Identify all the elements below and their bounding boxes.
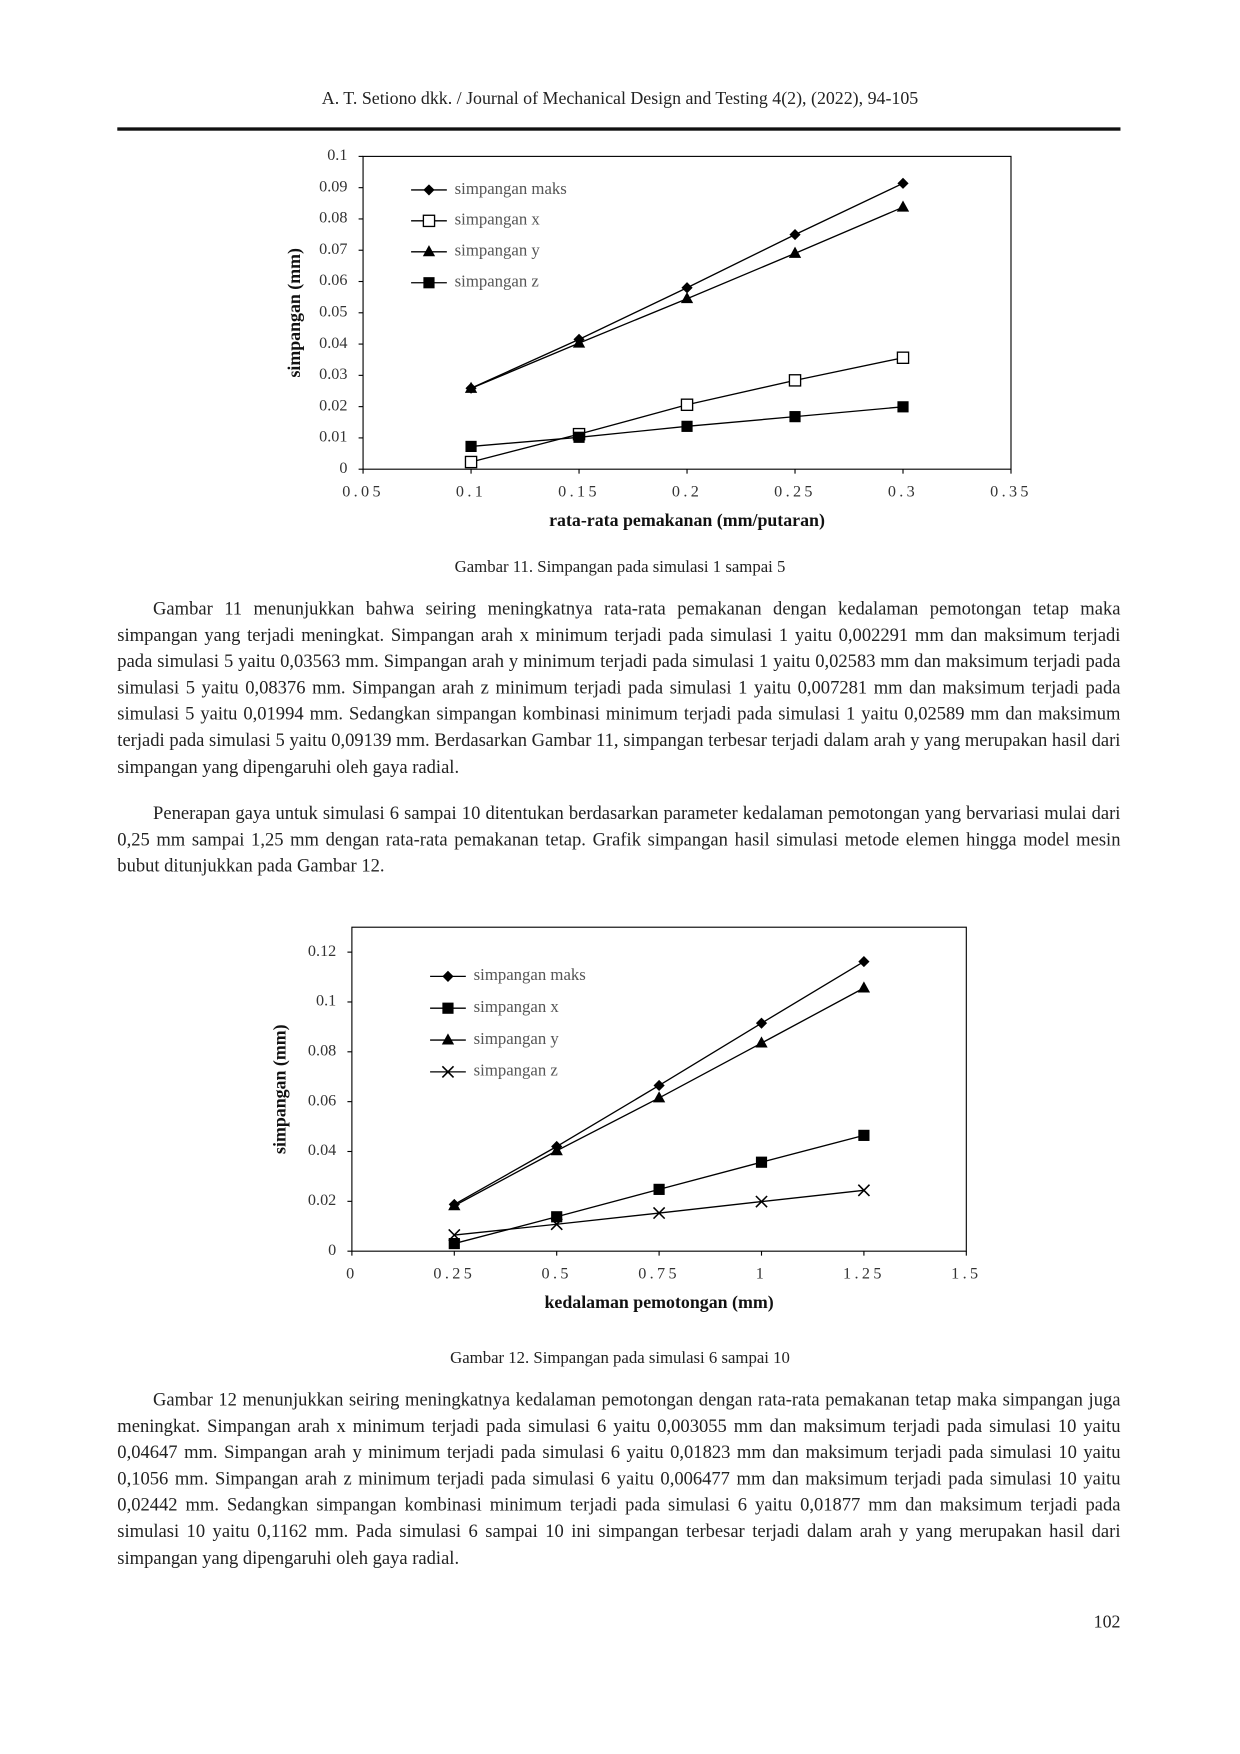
header-rule xyxy=(117,127,1121,131)
legend-label: simpangan z xyxy=(474,1061,558,1080)
marker xyxy=(755,1195,768,1208)
marker xyxy=(788,246,802,258)
legend-label: simpangan z xyxy=(455,272,539,291)
marker xyxy=(573,431,585,443)
x-axis-label: kedalaman pemotongan (mm) xyxy=(544,1292,773,1313)
y-tick-label: 0.01 xyxy=(319,428,347,446)
marker xyxy=(441,1065,455,1079)
marker xyxy=(755,1017,768,1029)
marker xyxy=(652,1206,666,1220)
marker xyxy=(789,411,801,423)
paragraph: Gambar 12 menunjukkan seiring meningkatn… xyxy=(117,1388,1121,1568)
marker xyxy=(681,282,693,294)
x-tick-label: 1.25 xyxy=(843,1264,885,1282)
x-tick-label: 0.35 xyxy=(990,482,1032,500)
y-tick-label: 0.07 xyxy=(319,240,347,258)
marker xyxy=(550,1218,563,1231)
marker xyxy=(755,1156,768,1168)
x-tick-label: 0.05 xyxy=(342,482,384,500)
x-tick-label: 0.75 xyxy=(638,1264,680,1282)
marker xyxy=(897,177,909,189)
marker xyxy=(572,336,586,348)
marker xyxy=(680,292,694,304)
marker xyxy=(442,1002,454,1014)
x-tick-label: 0.1 xyxy=(456,482,486,500)
x-tick-label: 0.15 xyxy=(558,482,600,500)
marker xyxy=(423,184,435,196)
x-tick-label: 0.25 xyxy=(774,482,816,500)
x-tick-label: 1 xyxy=(756,1264,767,1282)
y-tick-label: 0.08 xyxy=(319,209,347,227)
paragraph: Penerapan gaya untuk simulasi 6 sampai 1… xyxy=(117,802,1121,877)
y-tick-label: 0.06 xyxy=(308,1091,336,1109)
marker xyxy=(897,401,909,413)
marker xyxy=(896,200,910,212)
y-tick-label: 0.03 xyxy=(319,365,347,383)
legend-label: simpangan maks xyxy=(455,179,567,198)
legend-label: simpangan x xyxy=(455,210,541,229)
x-tick-label: 0.5 xyxy=(542,1264,572,1282)
marker xyxy=(858,956,870,968)
y-tick-label: 0.04 xyxy=(319,334,347,352)
marker xyxy=(755,1036,768,1048)
legend-label: simpangan y xyxy=(474,1029,560,1048)
paragraph: Gambar 11 menunjukkan bahwa seiring meni… xyxy=(117,597,1121,778)
legend-label: simpangan x xyxy=(474,997,560,1016)
y-tick-label: 0.12 xyxy=(308,942,336,960)
marker xyxy=(857,1184,871,1197)
x-axis-label: rata-rata pemakanan (mm/putaran) xyxy=(549,510,825,531)
y-tick-label: 0 xyxy=(339,459,347,477)
x-tick-label: 0.3 xyxy=(888,482,918,500)
marker xyxy=(422,245,436,257)
header: A. T. Setiono dkk. / Journal of Mechanic… xyxy=(321,89,919,109)
page-number: 102 xyxy=(1093,1613,1121,1633)
y-tick-label: 0.05 xyxy=(319,303,347,321)
marker xyxy=(448,1237,460,1250)
y-axis-label: simpangan (mm) xyxy=(284,248,305,378)
marker xyxy=(550,1144,563,1156)
y-tick-label: 0.1 xyxy=(316,992,336,1010)
marker xyxy=(896,351,910,364)
y-tick-label: 0 xyxy=(328,1241,336,1259)
marker xyxy=(857,981,871,993)
y-tick-label: 0.09 xyxy=(319,177,347,195)
marker xyxy=(465,440,477,453)
marker xyxy=(788,374,802,387)
y-tick-label: 0.02 xyxy=(308,1191,336,1209)
caption: Gambar 11. Simpangan pada simulasi 1 sam… xyxy=(454,558,786,577)
marker xyxy=(442,970,454,982)
y-tick-label: 0.06 xyxy=(319,271,347,289)
marker xyxy=(423,277,435,289)
marker xyxy=(464,455,478,469)
caption: Gambar 12. Simpangan pada simulasi 6 sam… xyxy=(450,1349,790,1368)
marker xyxy=(448,1228,461,1242)
marker xyxy=(653,1183,665,1195)
marker xyxy=(422,214,436,228)
marker xyxy=(652,1091,666,1103)
marker xyxy=(680,398,694,412)
marker xyxy=(858,1129,870,1141)
x-tick-label: 0.25 xyxy=(433,1264,475,1282)
marker xyxy=(464,381,478,393)
y-axis-label: simpangan (mm) xyxy=(270,1024,291,1154)
marker xyxy=(448,1199,461,1211)
y-tick-label: 0.1 xyxy=(327,146,347,164)
marker xyxy=(789,229,801,241)
marker xyxy=(681,420,693,432)
legend-label: simpangan y xyxy=(455,241,541,260)
marker xyxy=(653,1079,665,1092)
x-tick-label: 0 xyxy=(346,1264,357,1282)
x-tick-label: 1.5 xyxy=(951,1264,981,1282)
marker xyxy=(551,1211,563,1223)
y-tick-label: 0.02 xyxy=(319,396,347,414)
y-tick-label: 0.08 xyxy=(308,1042,336,1060)
x-tick-label: 0.2 xyxy=(672,482,702,500)
y-tick-label: 0.04 xyxy=(308,1141,336,1159)
marker xyxy=(441,1033,455,1045)
legend-label: simpangan maks xyxy=(474,965,586,984)
